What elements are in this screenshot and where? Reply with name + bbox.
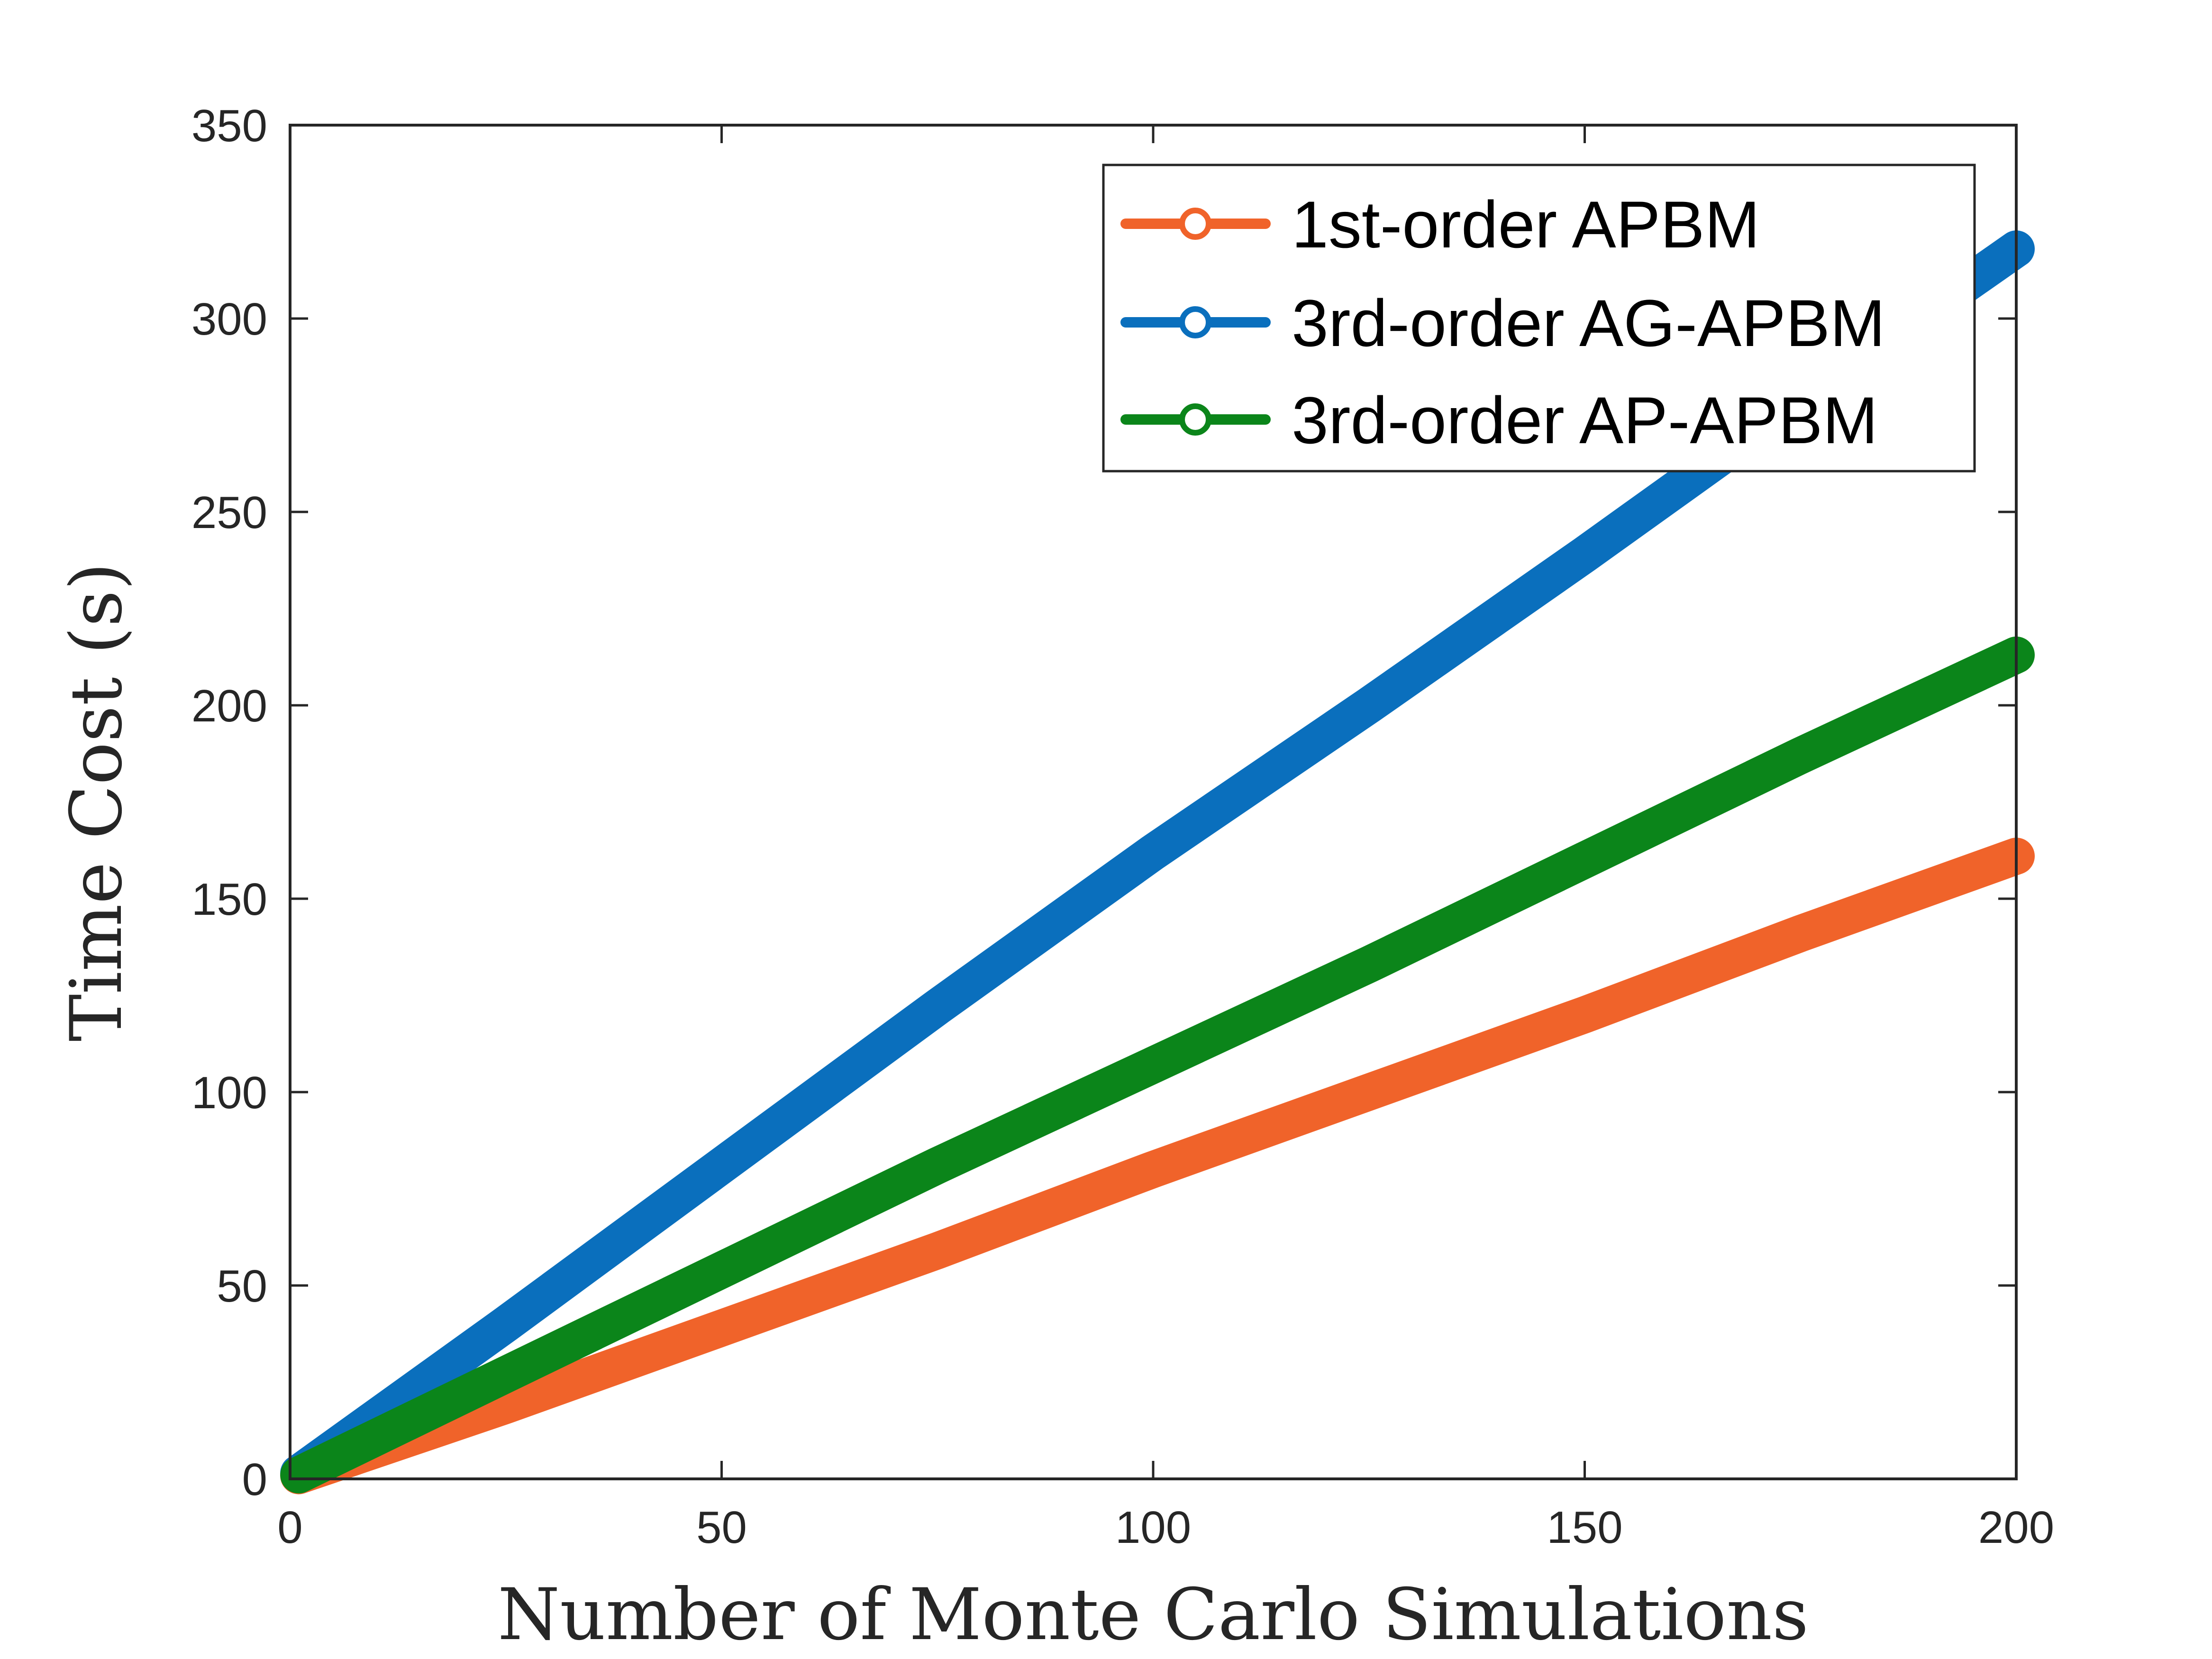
y-tick-label: 50 [217,1261,267,1312]
y-tick-labels: 0 50 100 150 200 250 300 350 [191,100,267,1505]
legend-item: 3rd-order AP-APBM [1120,383,1878,457]
legend-label: 3rd-order AG-APBM [1292,286,1885,360]
legend-label: 3rd-order AP-APBM [1292,383,1878,457]
y-tick-label: 150 [191,874,267,925]
legend-marker [1179,208,1211,240]
legend-item: 3rd-order AG-APBM [1120,286,1885,360]
x-axis-title: Number of Monte Carlo Simulations [498,1574,1809,1656]
x-tick-label: 200 [1978,1502,2054,1553]
legend-label: 1st-order APBM [1292,187,1760,262]
y-tick-label: 350 [191,100,267,151]
y-tick-label: 300 [191,294,267,345]
legend-marker [1179,306,1211,338]
y-axis-title: Time Cost (s) [55,563,138,1042]
legend: 1st-order APBM 3rd-order AG-APBM 3rd-order… [1102,164,1976,473]
x-tick-label: 50 [696,1502,747,1553]
legend-marker [1179,403,1211,436]
y-tick-label: 0 [242,1454,267,1505]
series-line [280,636,2035,1494]
x-tick-label: 0 [277,1502,302,1553]
x-tick-label: 150 [1547,1502,1622,1553]
axis-ticks [289,124,2018,1480]
y-tick-label: 200 [191,681,267,731]
legend-items: 1st-order APBM 3rd-order AG-APBM 3rd-order… [1120,187,1885,457]
y-tick-label: 250 [191,487,267,538]
y-tick-label: 100 [191,1067,267,1118]
x-tick-labels: 0 50 100 150 200 [277,1502,2054,1553]
legend-item: 1st-order APBM [1120,187,1760,262]
x-tick-label: 100 [1115,1502,1191,1553]
series-line [280,838,2035,1495]
